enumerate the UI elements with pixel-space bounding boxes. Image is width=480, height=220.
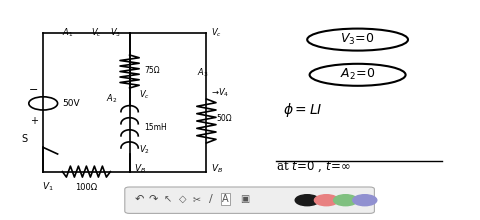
Text: $V_c$: $V_c$ (91, 26, 101, 39)
Text: $A_1$: $A_1$ (62, 26, 74, 39)
Text: ▣: ▣ (240, 194, 250, 204)
Text: ◇: ◇ (179, 194, 186, 204)
Text: $\phi = LI$: $\phi = LI$ (283, 101, 323, 119)
Circle shape (353, 195, 377, 206)
Text: $V_3$: $V_3$ (109, 26, 121, 39)
Text: A: A (222, 194, 229, 204)
Circle shape (295, 195, 319, 206)
Text: $A_2$: $A_2$ (106, 93, 117, 105)
Text: 15mH: 15mH (144, 123, 167, 132)
Text: $A_3$: $A_3$ (197, 66, 208, 79)
Circle shape (334, 195, 358, 206)
Text: $V_c$: $V_c$ (139, 88, 150, 101)
Text: ✂: ✂ (193, 194, 201, 204)
Text: ↷: ↷ (149, 194, 158, 204)
Text: at $t\!=\!0$ , $t\!=\!\infty$: at $t\!=\!0$ , $t\!=\!\infty$ (276, 160, 351, 174)
Text: /: / (209, 194, 213, 204)
Text: +: + (30, 116, 37, 126)
Text: S: S (21, 134, 27, 144)
Text: 100Ω: 100Ω (75, 183, 97, 191)
Text: →$V_4$: →$V_4$ (211, 86, 229, 99)
Text: $V_B$: $V_B$ (211, 163, 223, 175)
Text: −: − (29, 85, 38, 95)
Text: 75Ω: 75Ω (144, 66, 160, 75)
Text: 50Ω: 50Ω (216, 114, 232, 123)
Text: 50V: 50V (62, 99, 80, 108)
Text: $V_3\!=\!0$: $V_3\!=\!0$ (340, 32, 375, 47)
Text: $V_1$: $V_1$ (42, 181, 54, 193)
Circle shape (314, 195, 338, 206)
Text: $V_B$: $V_B$ (134, 163, 146, 175)
Text: $A_2\!=\!0$: $A_2\!=\!0$ (340, 67, 375, 82)
Text: ↶: ↶ (134, 194, 144, 204)
FancyBboxPatch shape (125, 187, 374, 213)
Text: $V_c$: $V_c$ (211, 26, 222, 39)
Text: $V_2$: $V_2$ (139, 143, 150, 156)
Text: ↖: ↖ (164, 194, 172, 204)
